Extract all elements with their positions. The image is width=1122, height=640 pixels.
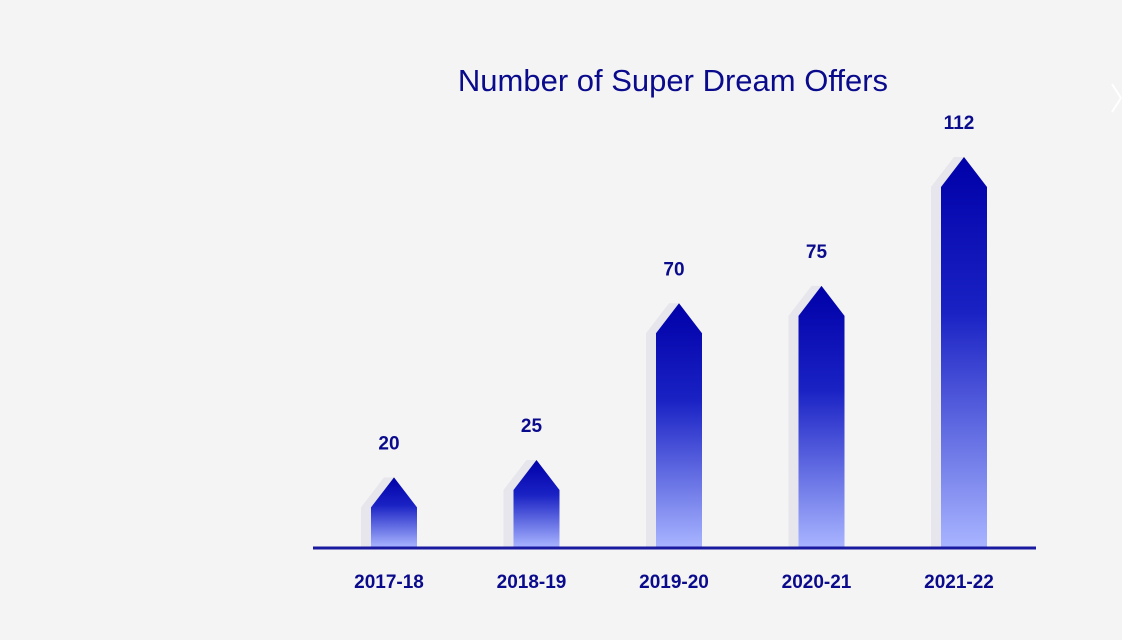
chart-title: Number of Super Dream Offers	[458, 63, 888, 98]
bar-shadow	[646, 303, 679, 547]
bar-2020-21	[798, 285, 845, 547]
data-label: 112	[944, 113, 975, 134]
x-tick-label: 2021-22	[924, 572, 994, 593]
data-label: 70	[663, 259, 684, 280]
x-tick-labels-group: 2017-18 2018-19 2019-20 2020-21 2021-22	[354, 572, 994, 593]
data-label: 75	[806, 242, 828, 263]
bars-group	[361, 157, 987, 547]
bar-shadow	[361, 477, 394, 547]
bar-shadow	[503, 459, 537, 547]
x-tick-label: 2019-20	[639, 572, 709, 593]
x-tick-label: 2020-21	[782, 572, 852, 593]
bar-2017-18	[371, 477, 417, 547]
x-tick-label: 2018-19	[497, 572, 567, 593]
chevron-right-icon[interactable]	[1110, 80, 1122, 116]
bar-2021-22	[941, 157, 987, 547]
data-labels-group: 20 25 70 75 112	[378, 113, 974, 454]
bar-2018-19	[513, 459, 560, 547]
bar-2019-20	[656, 303, 702, 547]
data-label: 25	[521, 416, 543, 437]
bar-shadow	[931, 157, 964, 547]
data-label: 20	[378, 433, 399, 454]
x-tick-label: 2017-18	[354, 572, 424, 593]
bar-shadow	[788, 285, 822, 547]
